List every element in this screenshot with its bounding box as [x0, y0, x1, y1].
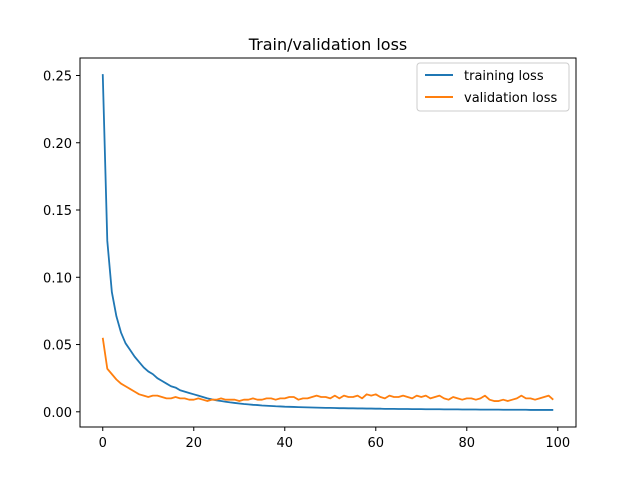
y-tick-label: 0.00 [43, 406, 72, 421]
x-tick-label: 100 [545, 436, 570, 451]
legend-label-training-loss: training loss [464, 69, 544, 84]
x-axis: 0 20 40 60 80 100 [99, 427, 570, 451]
legend-box [416, 62, 570, 112]
series-line-training-loss [101, 74, 554, 411]
legend: training loss validation loss [416, 62, 570, 112]
plot-frame [79, 57, 577, 428]
series-line-validation-loss [101, 337, 554, 402]
x-tick-label: 80 [459, 436, 476, 451]
y-tick-label: 0.15 [43, 204, 72, 219]
y-tick-label: 0.20 [43, 137, 72, 152]
x-tick-label: 20 [185, 436, 202, 451]
y-tick-label: 0.10 [43, 271, 72, 286]
y-tick-label: 0.25 [43, 69, 72, 84]
x-tick-label: 40 [276, 436, 293, 451]
y-tick-label: 0.05 [43, 339, 72, 354]
legend-label-validation-loss: validation loss [464, 91, 557, 106]
x-tick-label: 60 [368, 436, 385, 451]
chart-title: Train/validation loss [248, 35, 408, 54]
x-tick-label: 0 [99, 436, 107, 451]
y-axis: 0.00 0.05 0.10 0.15 0.20 0.25 [43, 69, 80, 421]
series-lines [101, 74, 554, 411]
